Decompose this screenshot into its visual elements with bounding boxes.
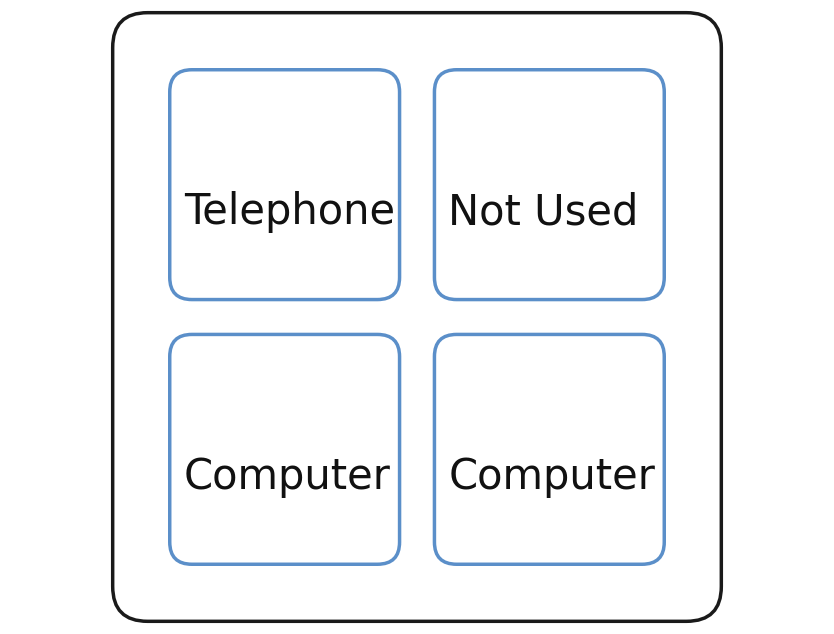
Text: Computer: Computer: [449, 456, 656, 498]
FancyBboxPatch shape: [435, 70, 664, 300]
FancyBboxPatch shape: [170, 335, 399, 564]
Text: Computer: Computer: [183, 456, 390, 498]
Text: Not Used: Not Used: [449, 191, 639, 233]
Text: Telephone: Telephone: [183, 191, 394, 233]
FancyBboxPatch shape: [435, 335, 664, 564]
FancyBboxPatch shape: [170, 70, 399, 300]
FancyBboxPatch shape: [113, 13, 721, 621]
